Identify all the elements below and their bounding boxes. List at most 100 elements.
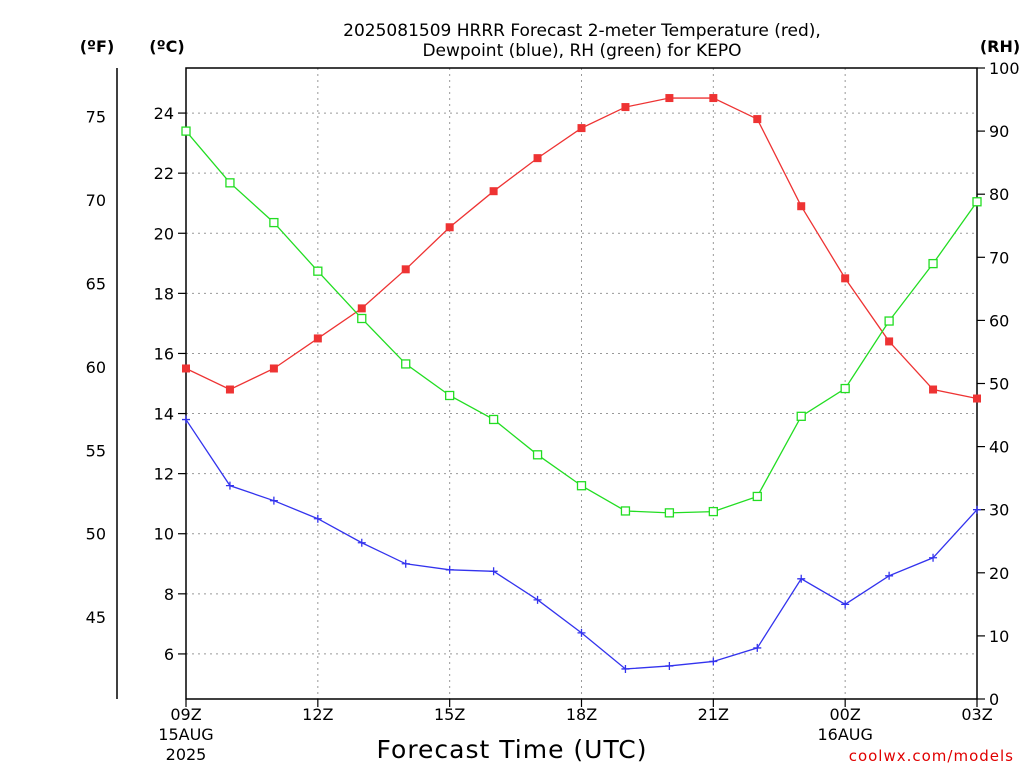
rh-point <box>313 266 323 276</box>
x-tick-label: 12Z <box>302 705 333 724</box>
temperature-point <box>929 385 938 394</box>
temperature-point <box>753 115 762 124</box>
fahrenheit-tick-label: 70 <box>86 191 106 210</box>
dewpoint-point <box>709 657 718 666</box>
axes <box>116 67 985 707</box>
celsius-tick-label: 10 <box>154 525 174 544</box>
temperature-point <box>621 103 630 112</box>
dewpoint-point <box>841 600 850 609</box>
x-tick-year: 2025 <box>166 745 207 764</box>
x-tick-label: 21Z <box>698 705 729 724</box>
temperature-point <box>841 274 850 283</box>
temperature-point <box>885 337 894 346</box>
rh-point <box>928 258 938 269</box>
dewpoint-point <box>401 559 410 568</box>
rh-unit-label: (RH) <box>980 37 1020 56</box>
plot-frame <box>185 67 978 700</box>
rh-tick-label: 10 <box>989 627 1009 646</box>
dewpoint-point <box>225 481 234 490</box>
celsius-tick-label: 6 <box>164 645 174 664</box>
rh-point <box>445 390 455 401</box>
x-axis-title: Forecast Time (UTC) <box>377 735 648 764</box>
rh-point <box>576 481 587 491</box>
chart-subtitle: Dewpoint (blue), RH (green) for KEPO <box>422 41 741 61</box>
rh-point <box>708 506 718 517</box>
x-tick-date: 16AUG <box>817 725 872 744</box>
fahrenheit-unit-label: (ºF) <box>80 37 115 56</box>
dewpoint-point <box>665 661 674 670</box>
dewpoint-point <box>885 571 894 580</box>
x-tick-label: 03Z <box>961 705 992 724</box>
rh-tick-label: 40 <box>989 438 1009 457</box>
x-tick-label: 18Z <box>566 705 597 724</box>
dewpoint-point <box>577 628 586 637</box>
dewpoint-point <box>445 565 454 574</box>
rh-point <box>972 197 982 207</box>
dewpoint-point <box>357 538 366 547</box>
credit-text: coolwx.com/models <box>849 747 1014 765</box>
fahrenheit-tick-label: 50 <box>86 525 106 544</box>
series-group <box>181 94 982 673</box>
dewpoint-point <box>929 553 938 562</box>
temperature-point <box>401 265 410 274</box>
rh-point <box>357 313 367 324</box>
rh-tick-label: 50 <box>989 375 1009 394</box>
x-tick-label: 15Z <box>434 705 465 724</box>
x-tick-label: 09Z <box>170 705 201 724</box>
rh-point <box>401 359 411 369</box>
rh-point <box>269 217 279 228</box>
temperature-point <box>797 202 806 211</box>
temperature-point <box>357 304 366 313</box>
rh-tick-label: 70 <box>989 248 1009 267</box>
temperature-point <box>577 124 586 133</box>
fahrenheit-tick-label: 60 <box>86 358 106 377</box>
celsius-tick-label: 20 <box>154 224 174 243</box>
celsius-tick-label: 16 <box>154 344 174 363</box>
celsius-tick-label: 14 <box>154 405 174 424</box>
rh-tick-label: 100 <box>989 59 1020 78</box>
temperature-point <box>973 394 981 403</box>
rh-point <box>488 414 499 425</box>
fahrenheit-tick-label: 45 <box>86 608 106 627</box>
tick-labels: 6 8 10 12 14 16 18 20 22 24 45 50 55 60 65 70 75 0 10 20 30 4… <box>86 59 1020 764</box>
celsius-tick-label: 18 <box>154 284 174 303</box>
rh-tick-label: 90 <box>989 122 1009 141</box>
dewpoint-point <box>797 574 806 583</box>
celsius-tick-label: 24 <box>154 104 174 123</box>
temperature-point <box>445 223 454 232</box>
temperature-point <box>533 154 542 163</box>
dewpoint-point <box>489 567 498 576</box>
fahrenheit-tick-label: 75 <box>86 107 106 126</box>
temperature-point <box>489 187 498 196</box>
rh-point <box>884 316 894 326</box>
rh-tick-label: 80 <box>989 185 1009 204</box>
rh-point <box>225 178 235 188</box>
rh-tick-label: 20 <box>989 564 1009 583</box>
rh-tick-label: 30 <box>989 501 1009 520</box>
rh-point <box>532 450 543 460</box>
dewpoint-point <box>753 643 762 652</box>
temperature-point <box>665 94 674 103</box>
dewpoint-point <box>533 595 542 604</box>
grid-lines <box>186 68 977 699</box>
rh-point <box>181 126 191 136</box>
chart-title: 2025081509 HRRR Forecast 2-meter Tempera… <box>343 21 821 41</box>
rh-tick-label: 60 <box>989 311 1009 330</box>
dewpoint-point <box>973 505 981 514</box>
rh-point <box>840 383 850 394</box>
x-tick-date: 15AUG <box>158 725 213 744</box>
temperature-point <box>225 385 234 394</box>
fahrenheit-tick-label: 65 <box>86 274 106 293</box>
dewpoint-point <box>313 514 322 523</box>
rh-point <box>796 411 806 421</box>
rh-point <box>752 491 762 502</box>
x-tick-label: 00Z <box>830 705 861 724</box>
temperature-point <box>269 364 278 373</box>
dewpoint-point <box>182 415 190 424</box>
dewpoint-point <box>621 664 630 673</box>
temperature-point <box>182 364 190 373</box>
dewpoint-point <box>269 496 278 505</box>
celsius-tick-label: 8 <box>164 585 174 604</box>
celsius-unit-label: (ºC) <box>149 37 184 56</box>
